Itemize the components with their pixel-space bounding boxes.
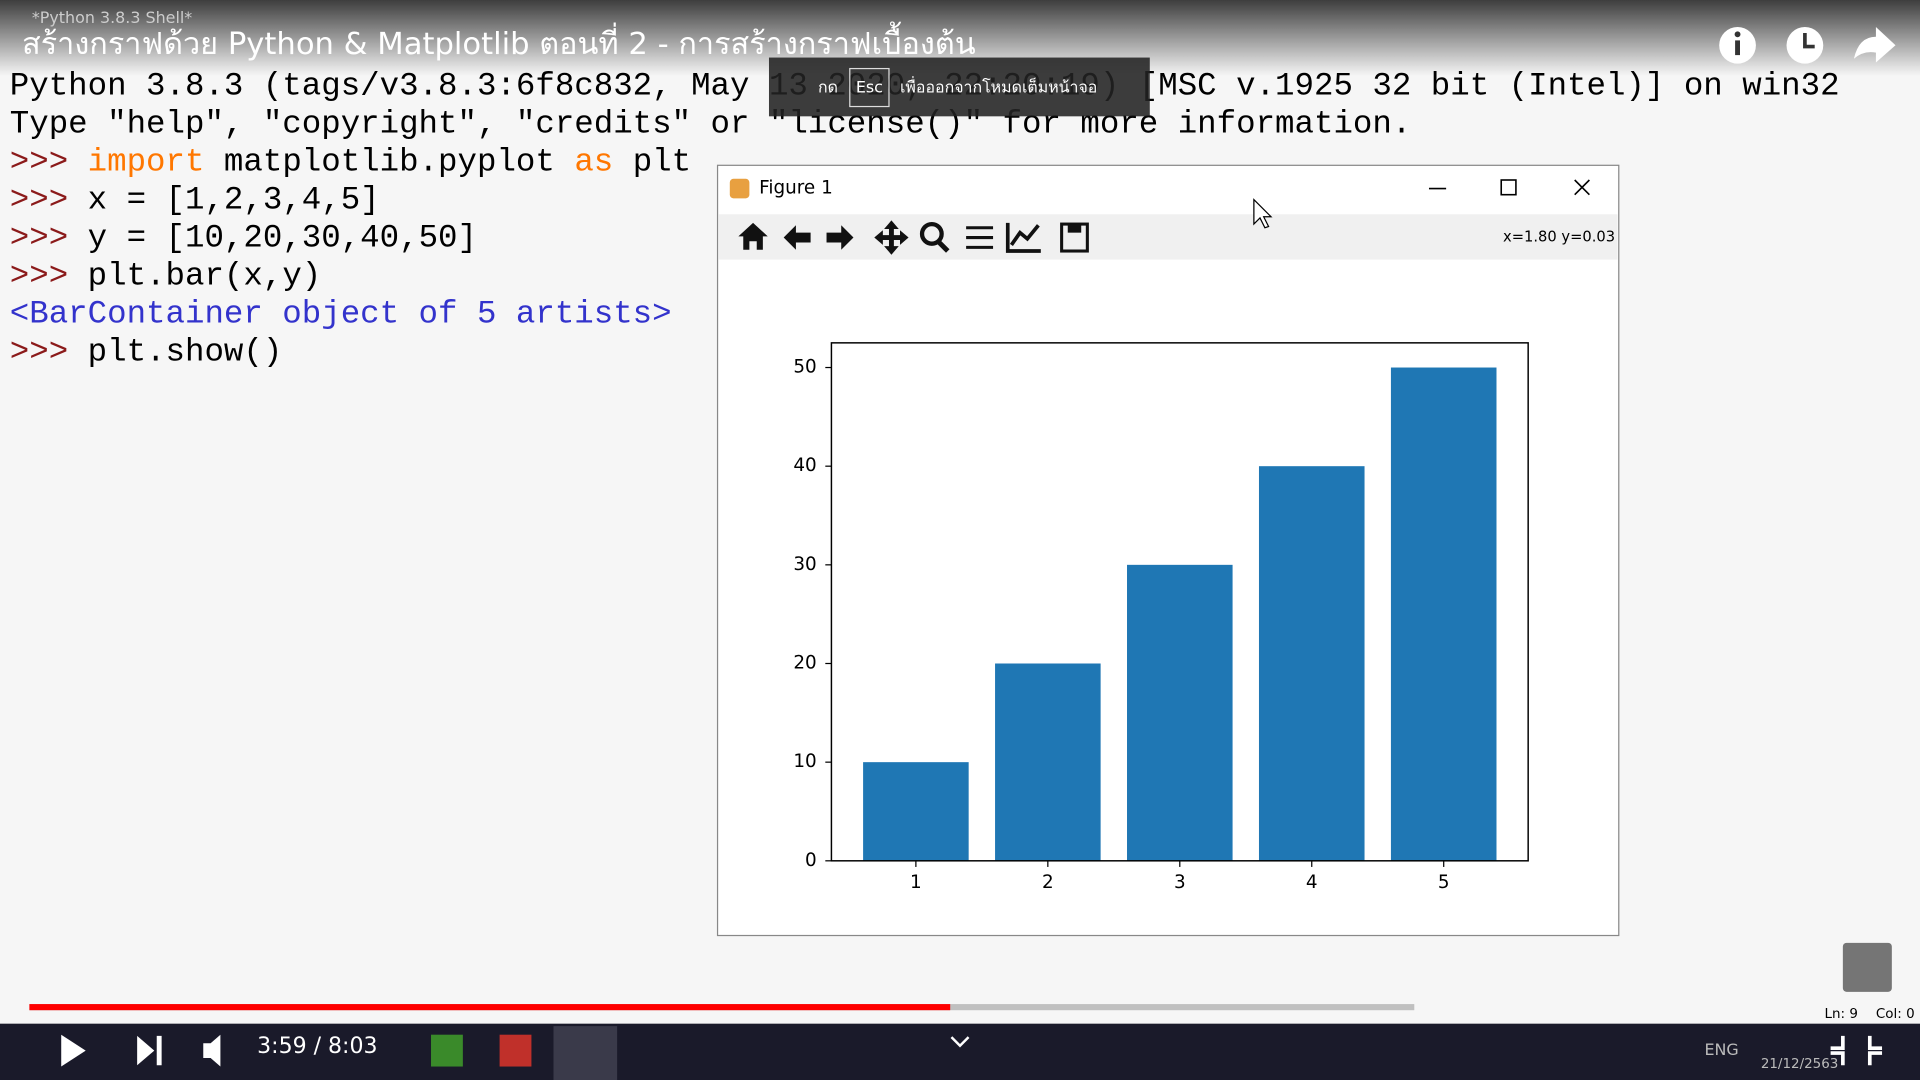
esc-text: เพื่อออกจากโหมดเต็มหน้าจอ (900, 76, 1097, 97)
shell-token: >>> (10, 143, 88, 180)
axes-frame (830, 342, 1529, 862)
share-button[interactable] (1853, 26, 1896, 63)
figure-icon (729, 178, 750, 199)
taskbar-lang: ENG (1704, 1040, 1738, 1059)
edit-axis-button[interactable] (1005, 222, 1041, 253)
shell-line: <BarContainer object of 5 artists> (10, 295, 672, 332)
figure-title: Figure 1 (759, 178, 833, 199)
esc-key: Esc (856, 78, 883, 97)
y-tick-label: 10 (793, 751, 816, 772)
status-line: Ln: 9 (1824, 1007, 1857, 1022)
status-col: Col: 0 (1876, 1007, 1915, 1022)
shell-token: x = [1,2,3,4,5] (88, 181, 380, 218)
bar (1390, 367, 1497, 861)
video-title[interactable]: สร้างกราฟด้วย Python & Matplotlib ตอนที่… (22, 21, 976, 62)
shell-token: import (88, 143, 205, 180)
save-glyph (1067, 224, 1082, 233)
info-glyph (1735, 40, 1740, 56)
shell-window-title: *Python 3.8.3 Shell* (32, 8, 192, 27)
shell-line: >>> import matplotlib.pyplot as plt (10, 143, 691, 180)
shell-line: >>> y = [10,20,30,40,50] (10, 219, 477, 256)
y-tick-label: 30 (793, 554, 816, 575)
video-time: 3:59 / 8:03 (257, 1034, 377, 1059)
x-tick-label: 4 (1306, 872, 1318, 893)
y-tick-label: 40 (793, 455, 816, 476)
x-tick-label: 1 (910, 872, 922, 893)
next-button[interactable] (137, 1035, 162, 1066)
shell-token: >>> (10, 219, 88, 256)
toolbar (718, 214, 1618, 260)
maximize-button[interactable] (1500, 179, 1517, 196)
mouse-cursor (1253, 198, 1273, 229)
esc-key-box (849, 67, 890, 108)
shell-token: Type "help", "copyright", "credits" or "… (10, 105, 1412, 142)
video-top-buttons (1719, 26, 1896, 64)
exit-fullscreen-button[interactable] (1830, 1035, 1883, 1066)
shell-token: as (574, 143, 613, 180)
bar (1127, 564, 1233, 861)
taskbar-app-active[interactable] (553, 1026, 618, 1080)
cursor-coords: x=1.80 y=0.03 (1503, 229, 1615, 246)
bar (863, 762, 969, 861)
shell-token: plt.show() (88, 333, 283, 370)
mute-button[interactable] (203, 1034, 221, 1067)
configure-button[interactable] (966, 226, 994, 249)
y-tick-label: 0 (805, 850, 817, 871)
pan-button[interactable] (874, 220, 909, 255)
shell-line: >>> plt.bar(x,y) (10, 257, 321, 294)
forward-button[interactable] (826, 225, 854, 250)
shell-line: Type "help", "copyright", "credits" or "… (10, 105, 1412, 142)
taskbar-date: 21/12/2563 (1761, 1057, 1839, 1072)
x-tick-label: 5 (1438, 872, 1450, 893)
shell-token: plt.bar(x,y) (88, 257, 322, 294)
close-button[interactable] (1574, 179, 1590, 196)
bar (995, 663, 1101, 861)
controls-bar (0, 1023, 1920, 1080)
shell-line: >>> plt.show() (10, 333, 283, 370)
progress-bar[interactable] (29, 1004, 951, 1011)
shell-token: y = [10,20,30,40,50] (88, 219, 477, 256)
shell-token: <BarContainer object of 5 artists> (10, 295, 672, 332)
toolbar-icons (738, 220, 1089, 255)
zoom-handle (936, 239, 950, 253)
shell-line: >>> x = [1,2,3,4,5] (10, 181, 380, 218)
plot: 0 10 20 30 40 50 1 2 3 4 5 (793, 342, 1529, 893)
esc-prefix: กด (818, 78, 838, 97)
taskbar-app[interactable] (431, 1034, 463, 1067)
zoom-button[interactable] (919, 221, 944, 246)
esc-hint: กด Esc เพื่อออกจากโหมดเต็มหน้าจอ (768, 57, 1150, 117)
subscribe-badge[interactable] (1842, 942, 1892, 992)
y-tick-label: 50 (793, 357, 816, 378)
back-button[interactable] (783, 225, 811, 250)
esc-hint-box (768, 57, 1150, 117)
shell-token: plt (613, 143, 691, 180)
play-button[interactable] (61, 1034, 86, 1067)
player-controls: 3:59 / 8:03 ENG 21/12/2563 (61, 1026, 1883, 1080)
clock-glyph (1803, 33, 1815, 49)
shell-token: >>> (10, 181, 88, 218)
x-tick-label: 3 (1174, 872, 1186, 893)
y-tick-label: 20 (793, 652, 816, 673)
shell-token: >>> (10, 333, 88, 370)
expand-button[interactable] (950, 1036, 970, 1048)
x-tick-label: 2 (1042, 872, 1054, 893)
taskbar-app[interactable] (499, 1034, 532, 1067)
info-glyph (1734, 31, 1741, 38)
shell-token: matplotlib.pyplot (204, 143, 574, 180)
shell-token: >>> (10, 257, 88, 294)
bar (1258, 466, 1365, 861)
